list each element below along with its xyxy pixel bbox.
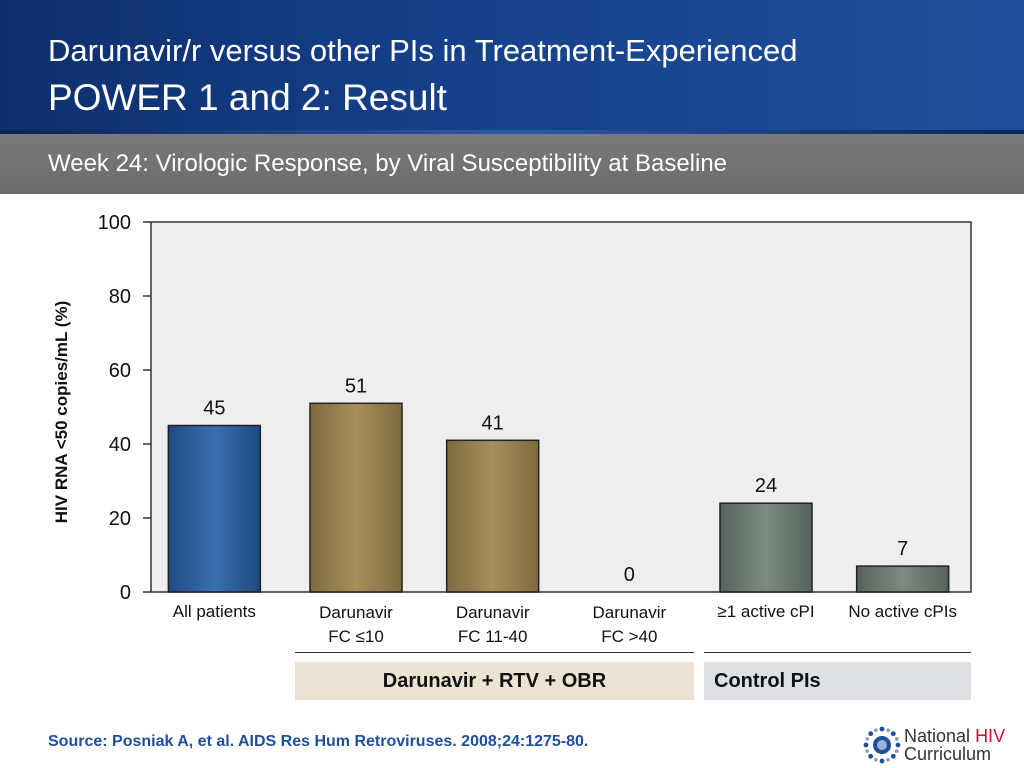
y-tick-label: 60 (109, 360, 131, 382)
x-tick-label: Darunavir (456, 603, 530, 622)
y-tick-label: 0 (120, 582, 131, 604)
data-label: 0 (624, 564, 635, 586)
x-tick-label: FC >40 (601, 627, 657, 646)
x-tick-label: Darunavir (592, 603, 666, 622)
bar (855, 565, 950, 593)
slide-header (0, 0, 1024, 134)
subtitle-bar (0, 134, 1024, 194)
y-tick-label: 40 (109, 434, 131, 456)
slide-subtitle: Week 24: Virologic Response, by Viral Su… (48, 150, 728, 177)
x-tick-label: FC ≤10 (328, 627, 384, 646)
bar (445, 439, 540, 593)
logo-text-line2: Curriculum (904, 744, 992, 764)
data-label: 41 (482, 412, 504, 434)
x-tick-label: All patients (173, 602, 256, 621)
data-label: 51 (345, 375, 367, 397)
y-axis: 0 20 40 60 80 100 (98, 212, 151, 604)
bar (719, 502, 813, 593)
group-label-darunavir: Darunavir + RTV + OBR (295, 662, 694, 700)
x-axis-labels: All patients Darunavir FC ≤10 Darunavir FC 1… (173, 602, 957, 646)
x-tick-label: ≥1 active cPI (717, 602, 814, 621)
sunburst-logo-icon (863, 726, 901, 764)
slide-title-line2: POWER 1 and 2: Result (48, 77, 447, 118)
y-tick-label: 80 (109, 286, 131, 308)
y-tick-label: 100 (98, 212, 131, 234)
bar (309, 402, 403, 593)
data-label: 45 (203, 398, 225, 420)
group-divider-darunavir (295, 652, 694, 653)
logo-text-line1: National HIV (904, 726, 1006, 746)
y-tick-label: 20 (109, 508, 131, 530)
data-label: 24 (755, 475, 777, 497)
x-tick-label: FC 11-40 (458, 627, 528, 646)
bars: 45 51 41 0 24 7 (167, 375, 950, 593)
x-tick-label: Darunavir (319, 603, 393, 622)
group-divider-control (704, 652, 971, 653)
plot-area (150, 221, 972, 593)
bar (167, 424, 262, 593)
source-citation: Source: Posniak A, et al. AIDS Res Hum R… (48, 733, 589, 750)
y-axis-label: HIV RNA <50 copies/mL (%) (52, 301, 71, 523)
group-label-control: Control PIs (704, 662, 971, 700)
x-tick-label: No active cPIs (848, 602, 957, 621)
national-hiv-curriculum-logo: National HIV Curriculum (862, 724, 1022, 766)
data-label: 7 (897, 538, 908, 560)
slide-title-line1: Darunavir/r versus other PIs in Treatmen… (48, 33, 798, 68)
